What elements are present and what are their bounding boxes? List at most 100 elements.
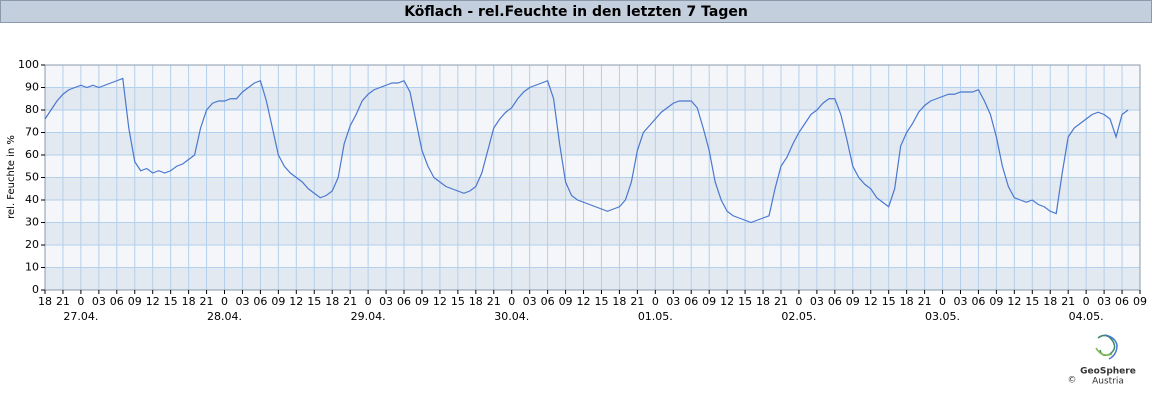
x-tick-label: 03 xyxy=(953,295,967,308)
chart-title: Köflach - rel.Feuchte in den letzten 7 T… xyxy=(404,4,748,20)
x-tick-label: 09 xyxy=(128,295,142,308)
x-tick-label: 0 xyxy=(77,295,84,308)
x-date-label: 01.05. xyxy=(638,310,673,323)
x-tick-label: 09 xyxy=(846,295,860,308)
y-tick-label: 70 xyxy=(25,126,39,139)
x-tick-label: 15 xyxy=(594,295,608,308)
x-tick-label: 21 xyxy=(918,295,932,308)
x-tick-label: 12 xyxy=(289,295,303,308)
x-date-label: 30.04. xyxy=(494,310,529,323)
x-tick-label: 06 xyxy=(1115,295,1129,308)
band xyxy=(45,155,1140,178)
y-tick-label: 30 xyxy=(25,216,39,229)
x-tick-label: 0 xyxy=(652,295,659,308)
x-tick-label: 18 xyxy=(325,295,339,308)
x-tick-label: 18 xyxy=(38,295,52,308)
x-date-label: 28.04. xyxy=(207,310,242,323)
x-tick-label: 09 xyxy=(271,295,285,308)
x-tick-label: 06 xyxy=(541,295,555,308)
x-tick-label: 21 xyxy=(1061,295,1075,308)
x-tick-label: 06 xyxy=(397,295,411,308)
x-tick-label: 15 xyxy=(307,295,321,308)
y-tick-label: 50 xyxy=(25,171,39,184)
logo-mark xyxy=(1095,347,1113,356)
y-axis-label: rel. Feuchte in % xyxy=(6,135,17,219)
x-tick-label: 21 xyxy=(487,295,501,308)
x-date-label: 27.04. xyxy=(63,310,98,323)
x-tick-label: 12 xyxy=(864,295,878,308)
x-tick-label: 03 xyxy=(523,295,537,308)
y-tick-label: 20 xyxy=(25,238,39,251)
x-tick-label: 18 xyxy=(756,295,770,308)
x-tick-label: 15 xyxy=(1025,295,1039,308)
x-tick-label: 06 xyxy=(828,295,842,308)
x-tick-label: 0 xyxy=(1083,295,1090,308)
x-tick-label: 03 xyxy=(235,295,249,308)
x-tick-label: 12 xyxy=(433,295,447,308)
band xyxy=(45,87,1140,110)
y-tick-label: 100 xyxy=(18,58,39,71)
x-tick-label: 18 xyxy=(612,295,626,308)
x-tick-label: 06 xyxy=(110,295,124,308)
x-tick-label: 12 xyxy=(1007,295,1021,308)
band xyxy=(45,177,1140,200)
band xyxy=(45,65,1140,88)
band xyxy=(45,222,1140,245)
x-tick-label: 21 xyxy=(56,295,70,308)
x-tick-label: 0 xyxy=(365,295,372,308)
x-tick-label: 18 xyxy=(469,295,483,308)
band xyxy=(45,245,1140,268)
x-tick-label: 03 xyxy=(1097,295,1111,308)
x-date-label: 02.05. xyxy=(781,310,816,323)
x-tick-label: 0 xyxy=(939,295,946,308)
y-tick-label: 60 xyxy=(25,148,39,161)
band xyxy=(45,132,1140,155)
band xyxy=(45,110,1140,133)
x-tick-label: 18 xyxy=(900,295,914,308)
band xyxy=(45,200,1140,223)
logo-subname: Austria xyxy=(1092,377,1124,387)
x-tick-label: 18 xyxy=(1043,295,1057,308)
x-tick-label: 21 xyxy=(630,295,644,308)
x-tick-label: 0 xyxy=(508,295,515,308)
x-tick-label: 15 xyxy=(882,295,896,308)
x-date-label: 03.05. xyxy=(925,310,960,323)
logo-name: GeoSphere xyxy=(1080,367,1136,377)
x-tick-label: 09 xyxy=(1133,295,1147,308)
x-tick-label: 15 xyxy=(738,295,752,308)
x-tick-label: 21 xyxy=(774,295,788,308)
y-tick-label: 0 xyxy=(32,283,39,296)
x-tick-label: 09 xyxy=(702,295,716,308)
data-line xyxy=(44,77,1129,224)
x-tick-label: 12 xyxy=(720,295,734,308)
x-tick-label: 21 xyxy=(200,295,214,308)
logo: GeoSphere © Austria xyxy=(1068,334,1136,387)
x-tick-label: 09 xyxy=(415,295,429,308)
x-tick-label: 03 xyxy=(810,295,824,308)
x-tick-label: 15 xyxy=(164,295,178,308)
y-tick-label: 80 xyxy=(25,103,39,116)
y-tick-label: 90 xyxy=(25,81,39,94)
y-tick-label: 10 xyxy=(25,261,39,274)
copyright: © xyxy=(1068,376,1077,386)
x-tick-label: 21 xyxy=(343,295,357,308)
x-tick-label: 0 xyxy=(795,295,802,308)
x-tick-label: 06 xyxy=(253,295,267,308)
logo-mark xyxy=(1104,334,1118,360)
x-tick-label: 09 xyxy=(559,295,573,308)
x-tick-label: 03 xyxy=(92,295,106,308)
x-tick-label: 06 xyxy=(684,295,698,308)
x-tick-label: 03 xyxy=(379,295,393,308)
x-tick-label: 12 xyxy=(146,295,160,308)
x-tick-label: 06 xyxy=(971,295,985,308)
x-tick-label: 15 xyxy=(451,295,465,308)
band xyxy=(45,267,1140,290)
x-tick-label: 03 xyxy=(666,295,680,308)
x-tick-label: 12 xyxy=(577,295,591,308)
x-tick-label: 18 xyxy=(182,295,196,308)
x-date-label: 04.05. xyxy=(1069,310,1104,323)
y-tick-label: 40 xyxy=(25,193,39,206)
x-tick-label: 0 xyxy=(221,295,228,308)
